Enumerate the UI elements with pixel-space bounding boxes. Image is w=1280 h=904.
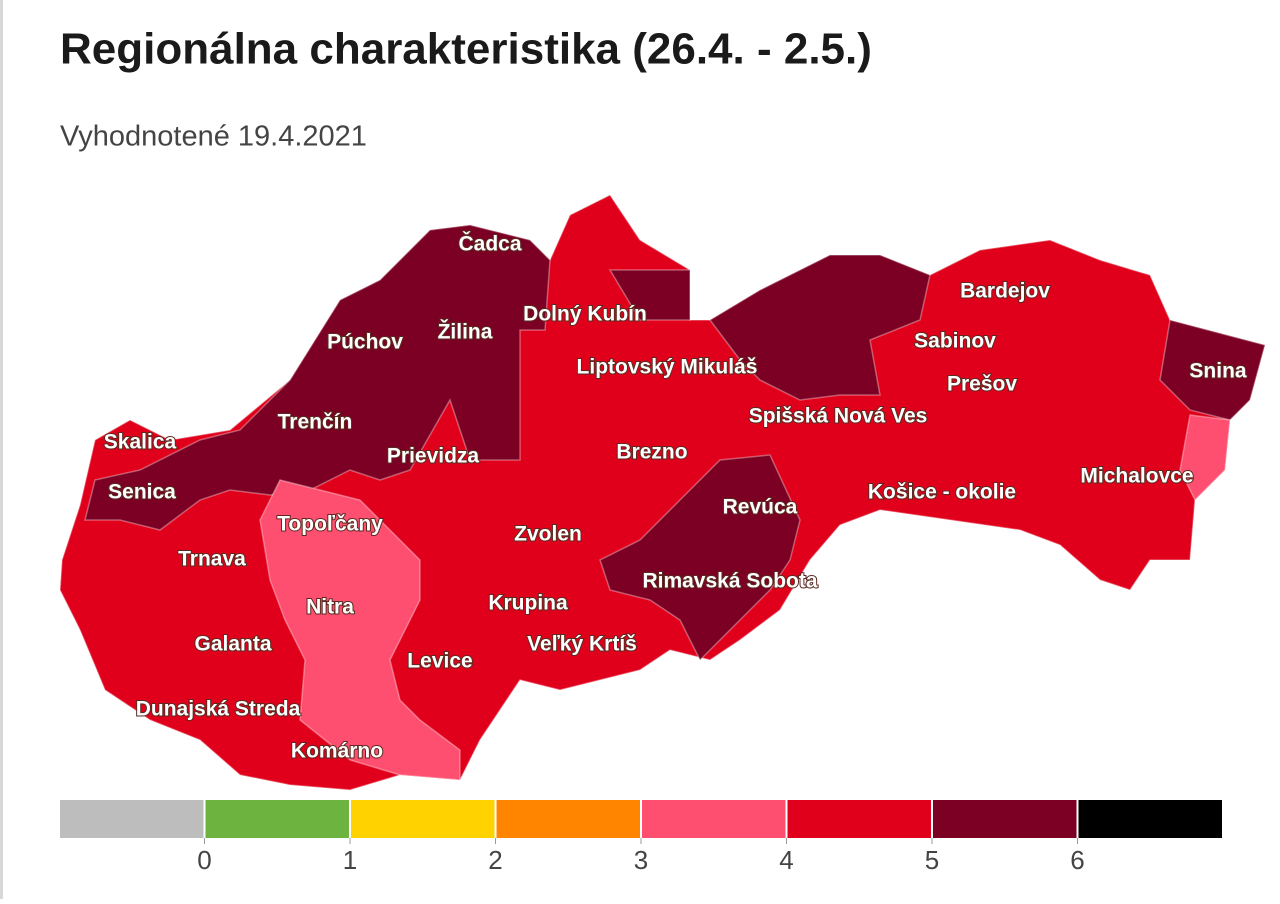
legend-tick-label: 3 (634, 845, 648, 875)
region-label: Levice (407, 650, 472, 673)
region-dark (84, 224, 551, 531)
region-label: Púchov (327, 331, 403, 354)
region-label: Skalica (104, 431, 177, 454)
legend-swatch (1078, 800, 1222, 838)
region-label: Krupina (488, 592, 568, 615)
region-label: Liptovský Mikuláš (577, 356, 758, 379)
region-label: Brezno (616, 441, 687, 464)
region-label: Spišská Nová Ves (749, 405, 928, 428)
region-label: Revúca (723, 496, 798, 519)
region-label: Prievidza (387, 445, 480, 468)
region-dark (708, 254, 931, 401)
region-label: Trenčín (278, 411, 353, 434)
title: Regionálna charakteristika (26.4. - 2.5.… (60, 25, 872, 74)
region-label: Čadca (458, 232, 521, 256)
region-label: Dunajská Streda (136, 698, 301, 721)
region-label: Prešov (947, 373, 1017, 396)
region-label: Nitra (306, 596, 354, 619)
legend-swatch (933, 800, 1077, 838)
region-label: Trnava (178, 548, 246, 571)
region-pink (259, 479, 461, 781)
legend-tick-label: 4 (779, 845, 793, 875)
region-label: Košice - okolie (868, 481, 1016, 504)
subtitle: Vyhodnotené 19.4.2021 (60, 121, 367, 153)
region-pink (1179, 414, 1231, 502)
region-label: Žilina (438, 320, 493, 344)
legend-tick-label: 6 (1070, 845, 1084, 875)
region-label: Sabinov (914, 330, 996, 353)
legend-swatch (351, 800, 495, 838)
region-label: Galanta (194, 633, 271, 656)
legend-swatch (642, 800, 786, 838)
region-label: Veľký Krtíš (527, 633, 637, 656)
left-border (0, 0, 3, 899)
map-labels: Čadca Dolný Kubín Púchov Žilina Liptovský Mi… (103, 231, 1248, 764)
region-label: Zvolen (514, 523, 582, 546)
region-label: Topoľčany (277, 513, 383, 536)
region-label: Snina (1189, 360, 1246, 383)
region-label: Bardejov (960, 280, 1050, 303)
legend-swatch (496, 800, 640, 838)
region-dark (599, 454, 801, 662)
region-label: Komárno (291, 740, 383, 763)
region-label: Michalovce (1080, 465, 1193, 488)
legend: 0 1 2 3 4 5 6 (60, 800, 1222, 875)
legend-tick-label: 2 (488, 845, 502, 875)
map (59, 194, 1266, 791)
legend-tick-label: 5 (925, 845, 939, 875)
legend-tick-label: 0 (197, 845, 211, 875)
legend-swatch (205, 800, 349, 838)
legend-swatch (60, 800, 204, 838)
region-label: Senica (108, 481, 176, 504)
legend-swatch (787, 800, 931, 838)
region-label: Dolný Kubín (523, 303, 647, 326)
region-dark (608, 269, 691, 321)
legend-tick-label: 1 (343, 845, 357, 875)
region-label: Rimavská Sobota (642, 570, 817, 593)
